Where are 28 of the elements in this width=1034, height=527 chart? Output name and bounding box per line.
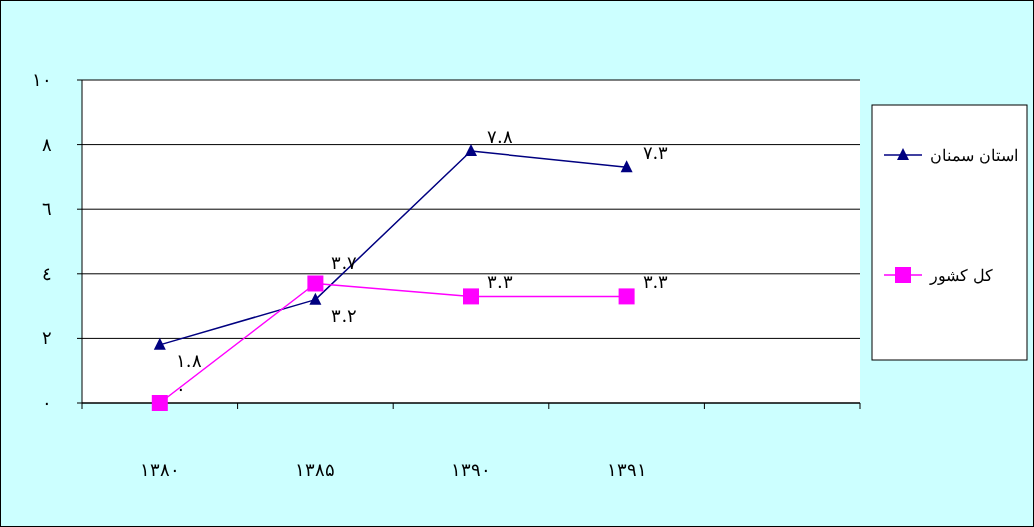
point: [151, 395, 168, 411]
x-tick-label: ۱۳۹۰: [451, 459, 491, 480]
data-label: ۷.۸: [487, 126, 513, 148]
point: [153, 337, 166, 350]
data-label: ۳.۳: [642, 271, 669, 293]
legend-label: استان سمنان: [930, 146, 1019, 165]
data-label: ۳.۷: [331, 252, 358, 274]
y-tick-label: ۸: [42, 133, 52, 155]
point: [309, 292, 322, 305]
point: [465, 144, 477, 157]
data-label: ۱.۸: [175, 349, 202, 371]
x-tick-label: ۱۳۸۵: [295, 459, 336, 480]
legend-label: کل کشور: [929, 266, 994, 285]
x-tick-label: ۱۳۹۱: [606, 459, 647, 480]
point: [307, 275, 324, 292]
data-label: ۳.۲: [331, 304, 358, 326]
point: [620, 160, 633, 173]
data-label: ۰: [175, 378, 186, 399]
y-tick-label: ۲: [42, 327, 52, 349]
y-tick-label: ٤: [42, 262, 52, 284]
data-label: ۳.۳: [487, 271, 513, 293]
y-tick-label: ۱۰: [32, 69, 52, 90]
x-tick-label: ۱۳۸۰: [139, 459, 180, 480]
y-tick-label: ۰: [42, 392, 52, 413]
y-tick-label: ٦: [42, 198, 52, 220]
data-label: ۷.۳: [642, 142, 669, 164]
point: [463, 288, 479, 305]
point: [618, 288, 635, 305]
